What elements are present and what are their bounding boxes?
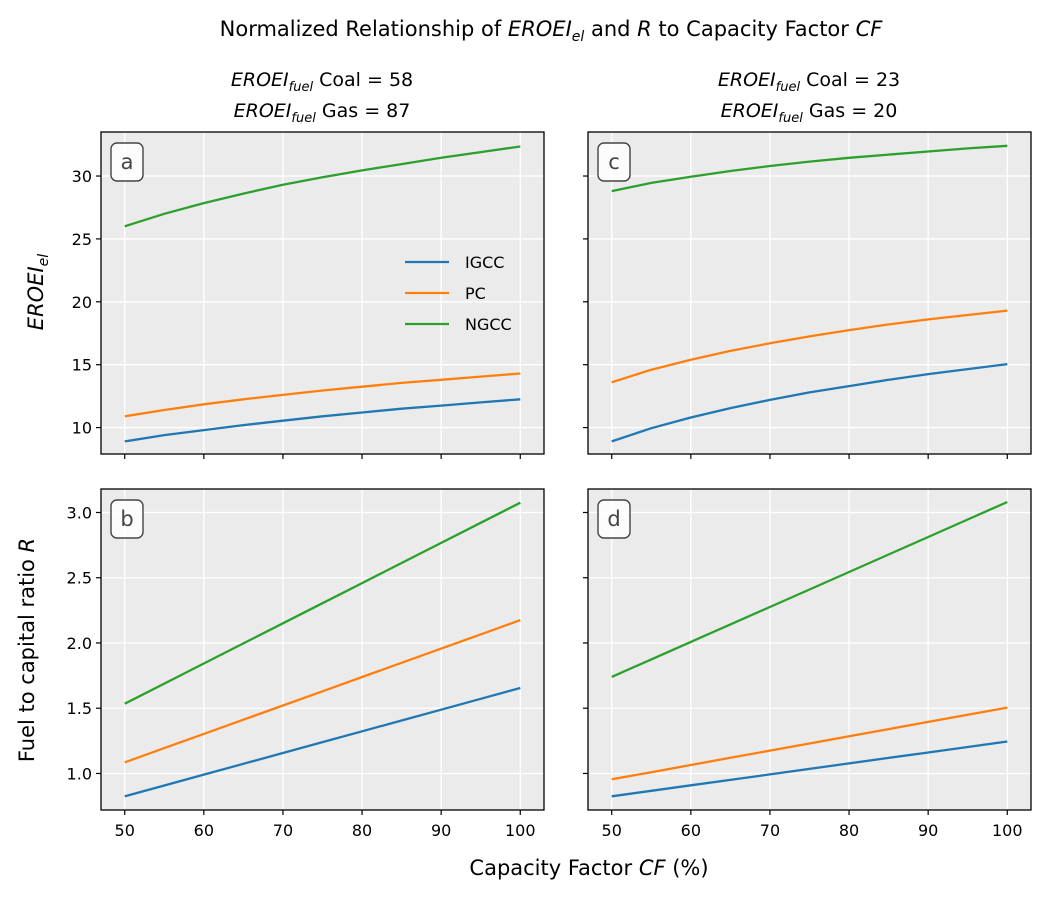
panel-d: 50 60 70 80 90 100 d xyxy=(583,488,1032,840)
series-line-pc xyxy=(611,309,1008,384)
panel-letter-box xyxy=(110,499,144,539)
legend: IGCC PC NGCC xyxy=(405,253,512,334)
x-tick-label: 100 xyxy=(992,821,1023,840)
x-tick-label: 70 xyxy=(273,821,293,840)
plot-background xyxy=(101,132,544,454)
panel-letter: b xyxy=(120,507,133,531)
figure-title: Normalized Relationship of EROEIel and R… xyxy=(220,17,884,45)
x-tick-label: 70 xyxy=(760,821,780,840)
panel-c: c xyxy=(583,131,1032,459)
plot-background xyxy=(588,489,1031,810)
plot-background xyxy=(101,489,544,810)
y-tick-label: 3.0 xyxy=(67,503,92,522)
x-tick-label: 100 xyxy=(505,821,536,840)
y-tick-label: 20 xyxy=(72,293,92,312)
x-tick-label: 60 xyxy=(681,821,701,840)
x-tick-label: 50 xyxy=(115,821,135,840)
series-line-igcc xyxy=(611,362,1008,443)
y-axis-label-bottom: Fuel to capital ratio R xyxy=(15,538,39,762)
x-tick-label: 90 xyxy=(431,821,451,840)
panel-letter-box xyxy=(597,499,631,539)
legend-label-igcc: IGCC xyxy=(465,253,504,272)
legend-label-pc: PC xyxy=(465,284,486,303)
svg-text:EROEIfuel Gas = 87: EROEIfuel Gas = 87 xyxy=(234,100,411,126)
series-line-pc xyxy=(124,619,521,764)
plot-background xyxy=(588,132,1031,454)
series-line-ngcc xyxy=(611,500,1008,678)
series-line-pc xyxy=(124,372,521,418)
svg-text:EROEIfuel Coal = 58: EROEIfuel Coal = 58 xyxy=(231,69,413,95)
column-title-left: EROEIfuel Coal = 58 EROEIfuel Gas = 87 xyxy=(231,69,413,126)
x-tick-label: 80 xyxy=(839,821,859,840)
axes-frame xyxy=(587,131,1032,455)
axes-frame xyxy=(587,488,1032,811)
y-tick-label: 30 xyxy=(72,167,92,186)
series-line-igcc xyxy=(124,686,521,798)
panel-letter: d xyxy=(607,507,620,531)
series-line-ngcc xyxy=(611,144,1008,193)
svg-text:EROEIfuel Gas = 20: EROEIfuel Gas = 20 xyxy=(721,100,898,126)
axes-frame xyxy=(100,488,545,811)
y-tick-label: 25 xyxy=(72,230,92,249)
y-tick-label: 1.5 xyxy=(67,699,92,718)
y-tick-label: 15 xyxy=(72,356,92,375)
series-line-ngcc xyxy=(124,501,521,705)
axes-frame xyxy=(100,131,545,455)
series-line-igcc xyxy=(611,740,1008,798)
panel-letter-box xyxy=(597,142,631,182)
x-axis-label: Capacity Factor CF (%) xyxy=(469,856,708,880)
x-tick-label: 90 xyxy=(918,821,938,840)
series-line-ngcc xyxy=(124,145,521,228)
series-line-igcc xyxy=(124,398,521,443)
series-line-pc xyxy=(611,706,1008,781)
panel-letter-box xyxy=(110,142,144,182)
y-tick-label: 10 xyxy=(72,419,92,438)
x-tick-label: 60 xyxy=(194,821,214,840)
panel-letter: a xyxy=(121,150,134,174)
x-tick-label: 80 xyxy=(352,821,372,840)
y-tick-label: 2.0 xyxy=(67,634,92,653)
column-title-right: EROEIfuel Coal = 23 EROEIfuel Gas = 20 xyxy=(718,69,900,126)
svg-text:EROEIfuel Coal = 23: EROEIfuel Coal = 23 xyxy=(718,69,900,95)
panel-a: 10 15 20 25 30 a xyxy=(72,131,545,459)
panel-b: 50 60 70 80 90 100 1.0 1.5 2.0 2.5 3.0 b xyxy=(67,488,545,840)
y-axis-label-top: EROEIel xyxy=(24,254,52,330)
y-tick-label: 1.0 xyxy=(67,764,92,783)
panel-letter: c xyxy=(608,150,620,174)
x-tick-label: 50 xyxy=(602,821,622,840)
legend-label-ngcc: NGCC xyxy=(465,315,512,334)
y-tick-label: 2.5 xyxy=(67,569,92,588)
